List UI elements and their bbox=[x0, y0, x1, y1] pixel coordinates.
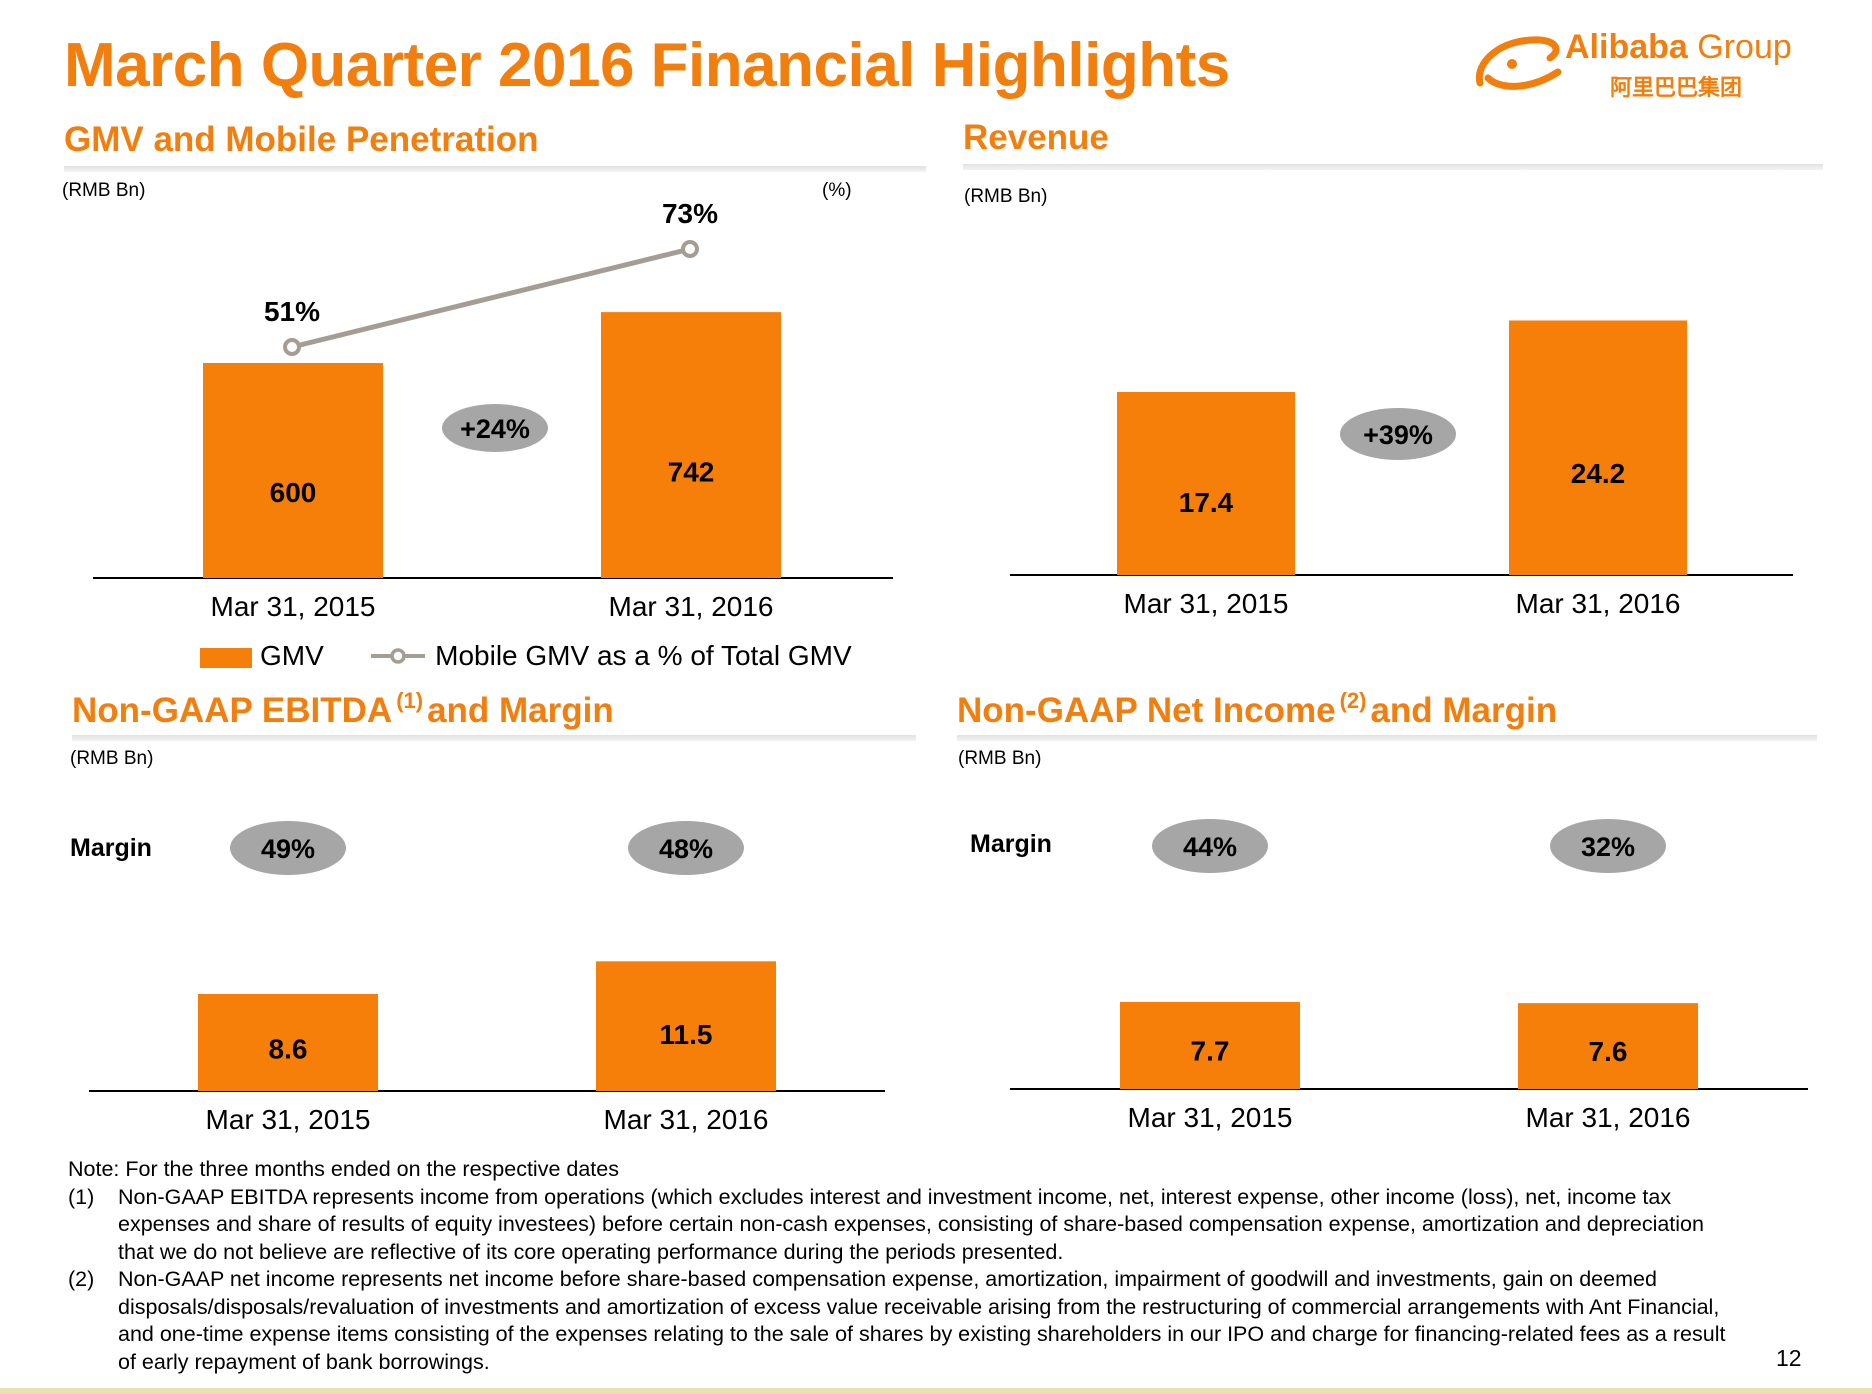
alibaba-logo: Alibaba Group 阿里巴巴集团 bbox=[1470, 28, 1850, 100]
gmv-unit-right: (%) bbox=[822, 180, 852, 201]
gmv-section-title: GMV and Mobile Penetration bbox=[64, 120, 539, 159]
ebitda-title-rule bbox=[72, 735, 916, 741]
alibaba-smile-icon bbox=[1475, 36, 1562, 90]
bar-value-label: 600 bbox=[270, 477, 317, 508]
bar-1 bbox=[198, 994, 378, 1091]
netincome-margin-pill-1 bbox=[1152, 819, 1268, 873]
bar-2 bbox=[1518, 1003, 1698, 1089]
legend-line-marker-icon bbox=[371, 647, 426, 664]
x-tick-label: Mar 31, 2016 bbox=[1526, 1102, 1691, 1133]
bar-2 bbox=[601, 312, 781, 578]
x-tick-label: Mar 31, 2015 bbox=[1128, 1102, 1293, 1133]
x-tick-label: Mar 31, 2015 bbox=[1124, 588, 1289, 619]
ebitda-section-title: Non-GAAP EBITDA (1) and Margin bbox=[72, 688, 614, 731]
netincome-title: Non-GAAP Net Income bbox=[957, 691, 1336, 730]
netincome-margin-label: Margin bbox=[970, 830, 1052, 858]
page-title: March Quarter 2016 Financial Highlights bbox=[64, 31, 1230, 100]
revenue-chart: 17.4 Mar 31, 2015 24.2 Mar 31, 2016 +39% bbox=[1010, 320, 1793, 619]
netincome-chart: 7.7 Mar 31, 2015 7.6 Mar 31, 2016 44% 32% bbox=[1010, 819, 1808, 1133]
notes-heading: Note: For the three months ended on the … bbox=[68, 1157, 619, 1181]
x-tick-label: Mar 31, 2015 bbox=[206, 1104, 371, 1135]
gmv-unit-left: (RMB Bn) bbox=[62, 180, 146, 201]
netincome-margin-pill-1-label: 44% bbox=[1183, 832, 1237, 862]
netincome-title-note: (2) bbox=[1339, 688, 1367, 713]
bar-value-label: 24.2 bbox=[1571, 458, 1626, 489]
ebitda-title-suffix: and Margin bbox=[427, 691, 614, 730]
bottom-accent-bar bbox=[0, 1388, 1872, 1394]
page-number: 12 bbox=[1776, 1345, 1802, 1371]
legend-label-gmv: GMV bbox=[260, 640, 324, 671]
netincome-margin-pill-2-label: 32% bbox=[1581, 832, 1635, 862]
revenue-title-rule bbox=[963, 164, 1823, 170]
bar-1 bbox=[1120, 1002, 1300, 1089]
footnote-number: (1) bbox=[68, 1184, 95, 1209]
bar-value-label: 8.6 bbox=[269, 1033, 308, 1064]
footnote-line: and one-time expense items consisting of… bbox=[118, 1322, 1726, 1346]
revenue-unit-left: (RMB Bn) bbox=[964, 186, 1048, 207]
revenue-section-title: Revenue bbox=[963, 118, 1109, 157]
revenue-growth-pill bbox=[1340, 408, 1456, 460]
footnote-line: Non-GAAP net income represents net incom… bbox=[118, 1267, 1657, 1291]
footnote-line: expenses and share of results of equity … bbox=[118, 1212, 1704, 1236]
ebitda-margin-label: Margin bbox=[70, 834, 152, 862]
ebitda-title-note: (1) bbox=[396, 688, 424, 713]
mobile-gmv-point bbox=[681, 240, 699, 258]
mobile-gmv-label: 73% bbox=[662, 198, 718, 229]
footnote-line: Non-GAAP EBITDA represents income from o… bbox=[118, 1184, 1672, 1209]
footnote-number: (2) bbox=[68, 1267, 95, 1291]
bar-2 bbox=[596, 961, 776, 1091]
netincome-section-title: Non-GAAP Net Income (2) and Margin bbox=[957, 688, 1557, 731]
bar-1 bbox=[1117, 392, 1295, 575]
netincome-title-rule bbox=[957, 735, 1817, 741]
gmv-growth-pill bbox=[442, 404, 548, 452]
gmv-legend: GMV Mobile GMV as a % of Total GMV bbox=[200, 640, 852, 672]
mobile-gmv-line bbox=[291, 246, 691, 350]
bar-2 bbox=[1509, 320, 1687, 575]
bar-value-label: 11.5 bbox=[660, 1019, 713, 1050]
footnote-line: that we do not believe are reflective of… bbox=[118, 1239, 1064, 1264]
bar-value-label: 7.7 bbox=[1191, 1036, 1230, 1067]
gmv-chart: 600 Mar 31, 2015 742 Mar 31, 2016 51% 73% +24% bbox=[93, 198, 893, 622]
footnote-2: (2) Non-GAAP net income represents net i… bbox=[68, 1266, 1808, 1376]
netincome-margin-pill-2 bbox=[1550, 819, 1666, 873]
bar-value-label: 742 bbox=[668, 457, 715, 488]
x-tick-label: Mar 31, 2015 bbox=[211, 591, 376, 622]
x-tick-label: Mar 31, 2016 bbox=[609, 591, 774, 622]
netincome-title-suffix: and Margin bbox=[1370, 691, 1558, 730]
logo-chinese: 阿里巴巴集团 bbox=[1610, 75, 1743, 100]
ebitda-chart: 8.6 Mar 31, 2015 11.5 Mar 31, 2016 49% 48% bbox=[89, 821, 885, 1135]
ebitda-title: Non-GAAP EBITDA bbox=[72, 691, 393, 730]
gmv-title-rule bbox=[64, 166, 926, 172]
logo-name: Alibaba bbox=[1565, 28, 1688, 66]
bar-value-label: 17.4 bbox=[1179, 487, 1234, 518]
legend-label-mobile-gmv: Mobile GMV as a % of Total GMV bbox=[435, 640, 852, 671]
ebitda-margin-pill-2-label: 48% bbox=[659, 834, 713, 864]
mobile-gmv-point bbox=[283, 338, 301, 356]
ebitda-margin-pill-1 bbox=[230, 821, 346, 875]
footnotes: Note: For the three months ended on the … bbox=[68, 1156, 1808, 1376]
footnote-line: of early repayment of bank borrowings. bbox=[118, 1349, 490, 1374]
legend-swatch-gmv bbox=[200, 647, 252, 668]
revenue-growth-pill-label: +39% bbox=[1363, 420, 1433, 450]
footnote-1: (1) Non-GAAP EBITDA represents income fr… bbox=[68, 1184, 1808, 1267]
ebitda-unit-left: (RMB Bn) bbox=[70, 748, 154, 769]
bar-value-label: 7.6 bbox=[1589, 1036, 1628, 1067]
ebitda-margin-pill-2 bbox=[628, 821, 744, 875]
gmv-growth-pill-label: +24% bbox=[460, 414, 530, 444]
logo-group: Group bbox=[1697, 28, 1792, 66]
bar-1 bbox=[203, 363, 383, 578]
footnote-line: disposals/disposals/revaluation of inves… bbox=[118, 1294, 1720, 1319]
netincome-unit-left: (RMB Bn) bbox=[958, 748, 1042, 769]
x-tick-label: Mar 31, 2016 bbox=[604, 1104, 769, 1135]
mobile-gmv-label: 51% bbox=[264, 296, 320, 327]
x-tick-label: Mar 31, 2016 bbox=[1516, 588, 1681, 619]
ebitda-margin-pill-1-label: 49% bbox=[261, 834, 315, 864]
